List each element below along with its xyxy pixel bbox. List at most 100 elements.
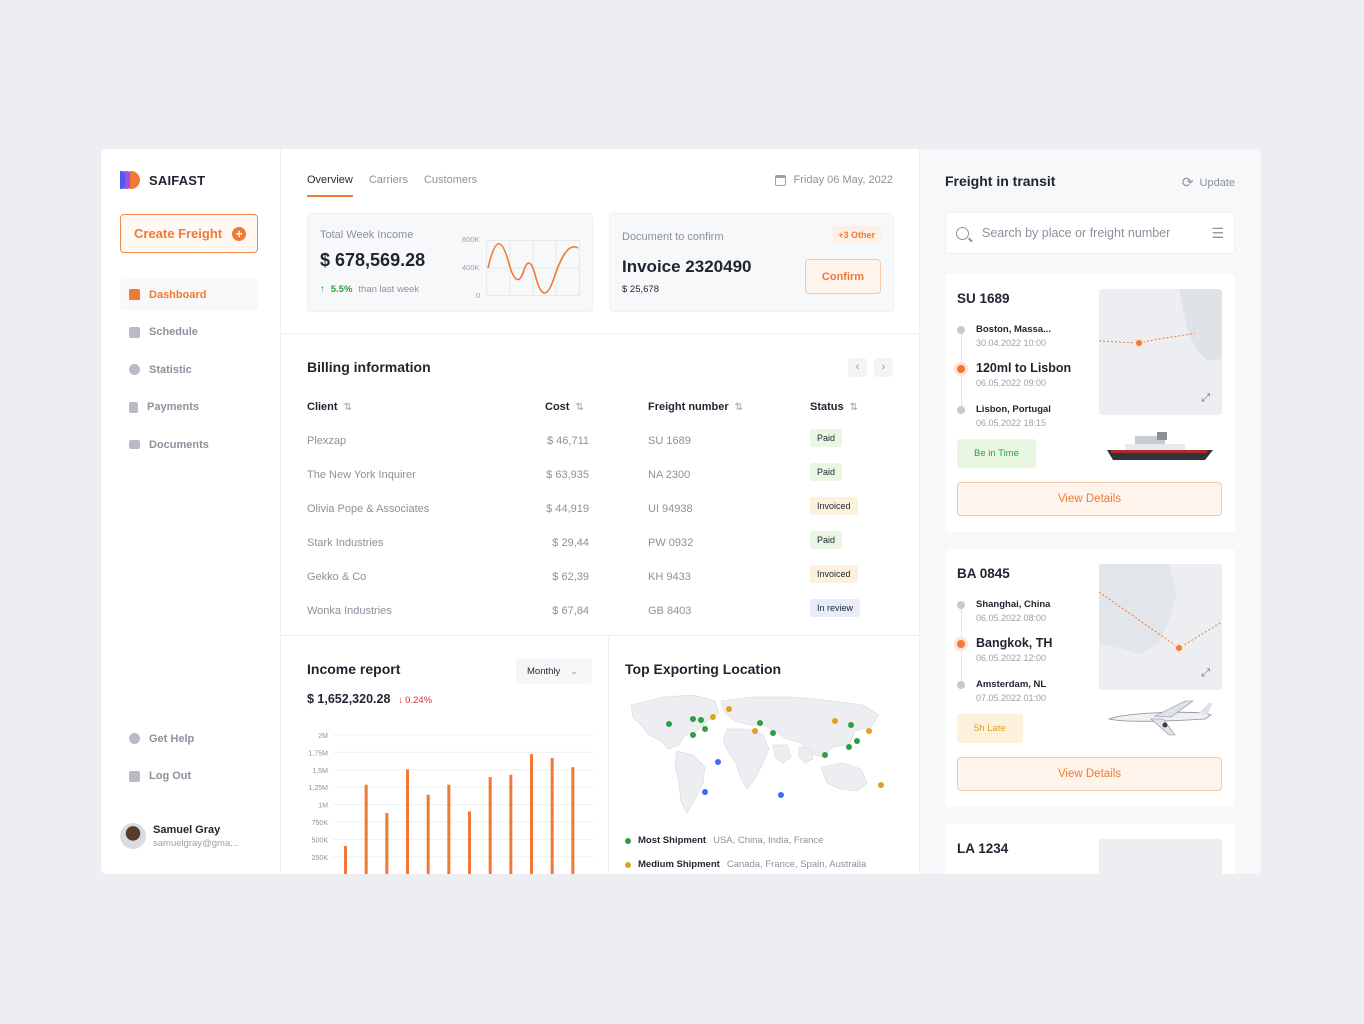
sort-icon: ⇅ [575,402,584,413]
stop-name: Boston, Massa... [976,324,1051,335]
sidebar-bottom-nav: Get Help Log Out [120,723,258,798]
map-marker[interactable] [846,744,852,750]
other-documents-badge[interactable]: +3 Other [832,226,881,244]
logout-icon [129,770,140,782]
bar[interactable] [447,784,451,874]
route-map[interactable] [1099,839,1222,874]
map-marker[interactable] [778,792,784,798]
map-marker[interactable] [715,759,721,765]
bar[interactable] [530,754,533,874]
folder-icon [129,440,140,449]
bar[interactable] [571,767,575,874]
map-marker[interactable] [690,716,696,722]
view-details-button[interactable]: View Details [957,757,1222,791]
map-marker[interactable] [848,722,854,728]
stop-name: Bangkok, TH [976,636,1053,650]
bar[interactable] [550,757,554,874]
filter-icon[interactable]: ☰ [1211,224,1224,241]
freight-number-cell: PW 0932 [648,537,694,549]
legend-most-shipment: Most Shipment USA, China, India, France [625,835,823,846]
legend-detail: USA, China, India, France [713,835,824,846]
bar[interactable] [344,845,347,874]
sort-icon: ⇅ [734,402,744,413]
sidebar-item-get-help[interactable]: Get Help [120,723,258,754]
sidebar-item-label: Schedule [149,326,198,338]
tab-customers[interactable]: Customers [423,174,478,186]
ship-image [1107,432,1213,460]
freight-card: SU 1689 Boston, Massa... 30.04.2022 10:0… [945,274,1235,532]
bar[interactable] [385,813,389,874]
user-profile[interactable]: Samuel Gray samuelgray@gma... [120,823,238,849]
arrow-up-icon: ↑ [320,284,325,295]
map-marker[interactable] [822,752,828,758]
map-marker[interactable] [698,717,704,723]
income-report-summary: $ 1,652,320.28 ↓ 0.24% [307,692,432,706]
route-map[interactable]: ⤢ [1099,289,1222,415]
sidebar-item-payments[interactable]: Payments [120,392,258,423]
expand-icon[interactable]: ⤢ [1201,392,1210,404]
freight-search-input[interactable]: Search by place or freight number ☰ [945,212,1235,254]
status-badge: Paid [810,429,843,447]
map-marker[interactable] [726,706,732,712]
logo[interactable]: SAIFAST [120,171,205,189]
stop-date: 07.05.2022 01:00 [976,693,1047,703]
bar[interactable] [406,769,409,874]
map-marker[interactable] [666,721,672,727]
bar[interactable] [468,811,471,875]
map-marker[interactable] [770,730,776,736]
sidebar-item-label: Statistic [149,363,192,376]
create-freight-button[interactable]: Create Freight + [120,214,258,253]
prev-page-button[interactable]: ‹ [848,358,867,377]
update-button[interactable]: ⟳ Update [1182,174,1235,191]
sidebar-item-dashboard[interactable]: Dashboard [120,279,258,310]
confirm-button[interactable]: Confirm [805,259,881,294]
map-marker[interactable] [832,718,838,724]
sidebar-item-statistic[interactable]: Statistic [120,354,258,385]
bar[interactable] [488,777,492,874]
column-header-freight-number[interactable]: Freight number ⇅ [648,401,744,413]
map-marker[interactable] [757,720,763,726]
sidebar-item-label: Dashboard [149,288,207,301]
expand-icon[interactable]: ⤢ [1201,667,1210,679]
bar[interactable] [426,794,430,874]
map-marker[interactable] [710,714,716,720]
refresh-icon: ⟳ [1181,174,1194,190]
map-marker[interactable] [878,782,884,788]
create-freight-label: Create Freight [134,226,223,241]
period-dropdown[interactable]: Monthly ⌄ [516,658,592,684]
income-report-total: $ 1,652,320.28 [307,692,391,706]
transit-title: Freight in transit [945,173,1056,189]
income-change-note: than last week [358,284,420,295]
freight-number-cell: SU 1689 [648,435,691,447]
sidebar-item-schedule[interactable]: Schedule [120,317,258,348]
tab-bar: Overview Carriers Customers [307,174,477,197]
stop-dot [957,640,965,648]
map-marker[interactable] [866,728,872,734]
bar[interactable] [364,784,368,874]
sidebar-item-label: Payments [147,401,199,413]
map-marker[interactable] [702,789,708,795]
freight-card: BA 0845 Shanghai, China 06.05.2022 08:00… [945,549,1235,807]
legend-medium-shipment: Medium Shipment Canada, France, Spain, A… [625,859,866,870]
sparkline-axis-top: 800K [462,235,480,244]
map-marker[interactable] [702,726,708,732]
y-tick-label: 2M [318,733,328,740]
date-display[interactable]: Friday 06 May, 2022 [774,174,893,186]
sparkline-axis-mid: 400K [462,263,480,272]
sidebar-item-log-out[interactable]: Log Out [120,761,258,792]
sidebar-item-documents[interactable]: Documents [120,429,258,460]
map-marker[interactable] [854,738,860,744]
tab-overview[interactable]: Overview [307,174,353,197]
view-details-button[interactable]: View Details [957,482,1222,516]
map-marker[interactable] [752,728,758,734]
column-header-client[interactable]: Client ⇅ [307,401,352,413]
bar[interactable] [509,774,513,874]
column-header-cost[interactable]: Cost ⇅ [545,401,584,413]
tab-carriers[interactable]: Carriers [368,174,408,186]
map-marker[interactable] [690,732,696,738]
column-header-status[interactable]: Status ⇅ [810,401,859,413]
client-cell: Stark Industries [307,537,384,549]
route-map[interactable]: ⤢ [1099,564,1222,690]
next-page-button[interactable]: › [874,358,893,377]
sidebar-nav: Dashboard Schedule Statistic Payments Do… [120,279,258,467]
